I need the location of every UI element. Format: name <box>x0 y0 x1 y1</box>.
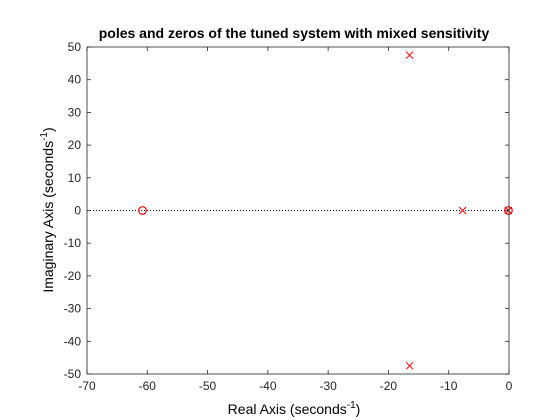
y-axis-label: Imaginary Axis (seconds-1) <box>39 127 56 292</box>
x-tick-label: -60 <box>139 379 157 393</box>
x-tick-label: -70 <box>78 379 96 393</box>
y-tick-label: 40 <box>68 73 82 87</box>
x-tick-label: -20 <box>380 379 398 393</box>
x-axis-label: Real Axis (seconds-1) <box>228 400 361 417</box>
y-tick-label: -40 <box>64 334 82 348</box>
y-tick-label: 50 <box>68 40 82 54</box>
y-tick-label: 20 <box>68 138 82 152</box>
y-tick-label: -30 <box>64 302 82 316</box>
pole-marker <box>405 51 414 60</box>
y-axis-ticks: -50 -40 -30 -20 -10 0 10 20 30 40 50 <box>64 40 509 381</box>
x-tick-label: -30 <box>319 379 337 393</box>
x-tick-label: -50 <box>199 379 217 393</box>
y-tick-label: -50 <box>64 367 82 381</box>
x-tick-label: 0 <box>506 379 513 393</box>
y-tick-label: 30 <box>68 105 82 119</box>
y-tick-label: -10 <box>64 236 82 250</box>
pole-marker <box>458 206 467 215</box>
y-tick-label: 0 <box>74 204 81 218</box>
pole-marker <box>405 361 414 370</box>
zero-marker <box>138 206 147 215</box>
x-tick-label: -10 <box>440 379 458 393</box>
chart-title: poles and zeros of the tuned system with… <box>99 25 490 41</box>
zero-marker <box>503 206 513 215</box>
y-tick-label: -20 <box>64 269 82 283</box>
y-tick-label: 10 <box>68 171 82 185</box>
x-axis-ticks: -70 -60 -50 -40 -30 -20 -10 0 <box>78 47 513 393</box>
x-tick-label: -40 <box>259 379 277 393</box>
